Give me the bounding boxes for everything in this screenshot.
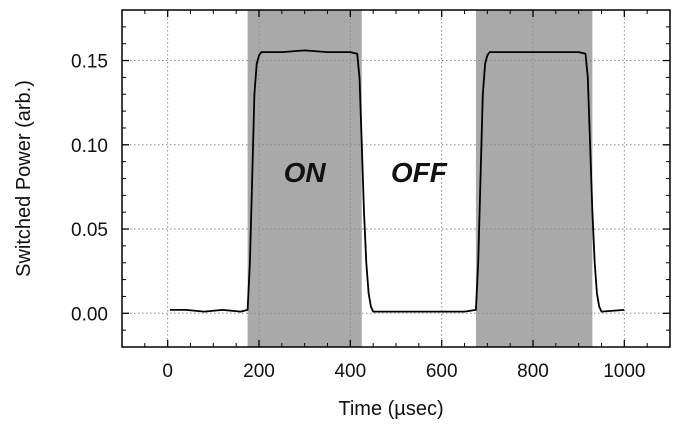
annotation-label: OFF <box>391 157 448 188</box>
x-tick-label: 800 <box>517 361 549 382</box>
annotations: ON OFF <box>284 157 448 188</box>
y-tick-label: 0.00 <box>71 304 108 325</box>
x-tick-label: 400 <box>334 361 366 382</box>
x-tick-label: 600 <box>426 361 458 382</box>
x-tick-label: 0 <box>162 361 173 382</box>
shaded-region-2 <box>475 10 593 347</box>
x-axis-title: Time (µsec) <box>338 398 443 420</box>
shaded-region-1 <box>247 10 362 347</box>
series-layer <box>169 49 625 313</box>
x-tick-labels: 0 200 400 600 800 1000 <box>162 361 645 382</box>
y-axis-title: Switched Power (arb.) <box>13 80 35 277</box>
x-tick-label: 1000 <box>603 361 645 382</box>
gridlines <box>122 10 670 347</box>
axis-ticks <box>121 10 671 347</box>
annotation-label: ON <box>284 157 327 188</box>
y-tick-labels: 0.00 0.05 0.10 0.15 <box>71 52 108 326</box>
x-tick-label: 200 <box>243 361 275 382</box>
y-tick-label: 0.15 <box>71 52 108 73</box>
y-tick-label: 0.10 <box>71 136 108 157</box>
series-line-1 <box>169 49 625 313</box>
y-tick-label: 0.05 <box>71 220 108 241</box>
shaded-regions <box>247 10 593 347</box>
